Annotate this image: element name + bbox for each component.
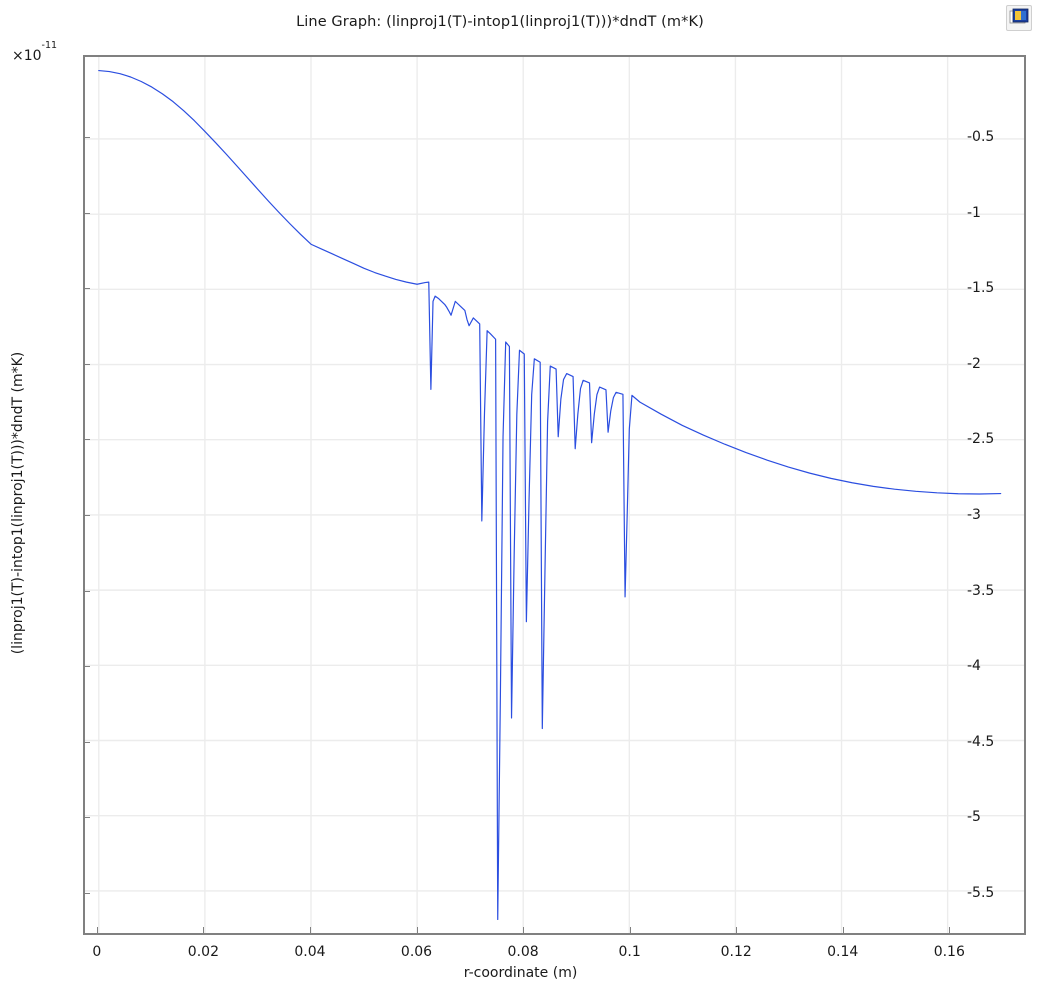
plot-area [83, 55, 1026, 935]
y-axis-label: (linproj1(T)-intop1(linproj1(T)))*dndT (… [10, 351, 26, 655]
x-tick-mark [523, 927, 525, 935]
y-tick-label: -1 [967, 204, 981, 221]
image-export-icon[interactable] [1006, 5, 1032, 31]
x-tick-label: 0.16 [933, 944, 965, 960]
y-tick-mark [83, 590, 90, 592]
x-tick-label: 0.02 [187, 944, 219, 960]
grid-layer [85, 57, 1024, 933]
y-tick-label: -4 [967, 658, 981, 675]
y-tick-mark [83, 212, 90, 214]
x-tick-label: 0.04 [294, 944, 326, 960]
page-title: Line Graph: (linproj1(T)-intop1(linproj1… [296, 14, 704, 30]
y-tick-mark [83, 741, 90, 743]
x-tick-mark [416, 927, 418, 935]
y-tick-mark [83, 892, 90, 894]
y-tick-label: -2.5 [967, 431, 995, 448]
data-series-layer [98, 69, 1002, 921]
x-axis-label: r-coordinate (m) [463, 965, 578, 981]
x-tick-mark [309, 927, 311, 935]
y-tick-label: -3.5 [967, 582, 995, 599]
y-tick-label: -2 [967, 355, 981, 372]
x-tick-label: 0.06 [400, 944, 433, 960]
y-tick-label: -4.5 [967, 733, 995, 750]
x-tick-label: 0.14 [827, 944, 859, 960]
exponent-value: -11 [41, 40, 58, 52]
y-tick-label: -5 [967, 809, 981, 826]
y-tick-label: -1.5 [967, 280, 995, 297]
y-tick-label: -3 [967, 507, 981, 524]
x-tick-mark [842, 927, 844, 935]
y-tick-mark [83, 666, 90, 668]
y-tick-mark [83, 288, 90, 290]
x-tick-label: 0 [92, 944, 102, 960]
x-tick-mark [736, 927, 738, 935]
y-tick-mark [83, 439, 90, 441]
exponent-prefix: ×10 [12, 47, 42, 64]
x-tick-label: 0.08 [507, 944, 539, 960]
x-tick-mark [96, 927, 98, 935]
x-tick-label: 0.12 [720, 944, 752, 960]
x-tick-mark [629, 927, 631, 935]
y-tick-mark [83, 515, 90, 517]
y-tick-mark [83, 137, 90, 139]
y-tick-mark [83, 363, 90, 365]
x-tick-label: 0.1 [618, 944, 641, 960]
y-axis-exponent: ×10-11 [12, 40, 57, 64]
y-tick-label: -5.5 [967, 884, 995, 901]
y-tick-mark [83, 817, 90, 819]
y-tick-label: -0.5 [967, 129, 995, 146]
x-tick-mark [949, 927, 951, 935]
x-tick-mark [203, 927, 205, 935]
